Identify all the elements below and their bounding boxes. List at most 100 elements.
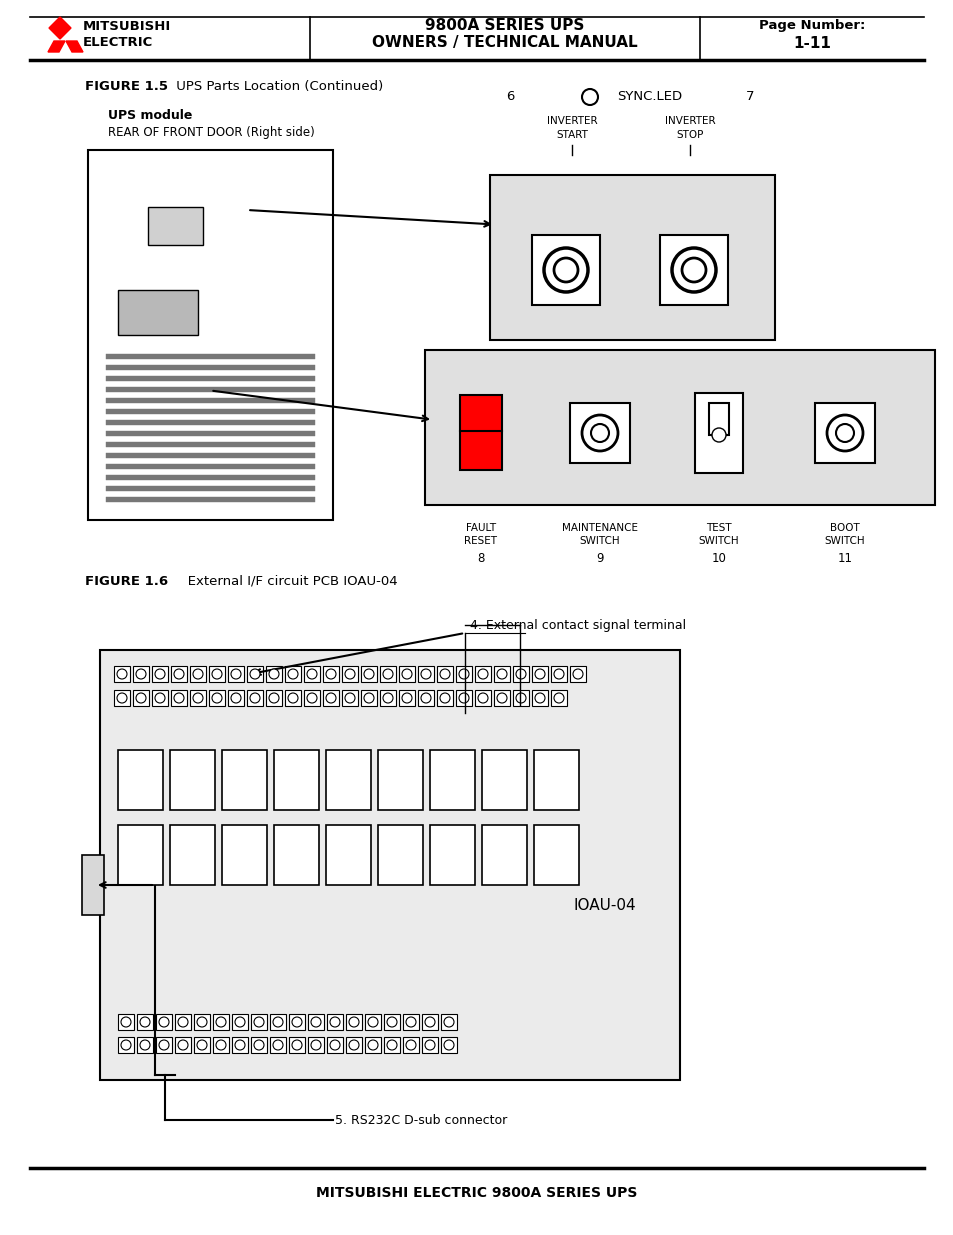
Bar: [440, 1014, 456, 1030]
Bar: [323, 666, 338, 682]
Circle shape: [345, 693, 355, 703]
Circle shape: [401, 669, 412, 679]
Bar: [118, 750, 163, 810]
Circle shape: [581, 89, 598, 105]
Circle shape: [516, 669, 525, 679]
Bar: [695, 393, 742, 473]
Bar: [106, 409, 314, 414]
Bar: [106, 487, 314, 492]
Bar: [402, 1014, 418, 1030]
Circle shape: [443, 1016, 454, 1028]
Bar: [494, 666, 510, 682]
Circle shape: [292, 1016, 302, 1028]
Bar: [251, 1014, 267, 1030]
Bar: [421, 1014, 437, 1030]
Circle shape: [543, 248, 587, 291]
Bar: [346, 1037, 361, 1053]
Circle shape: [535, 693, 544, 703]
Circle shape: [212, 693, 222, 703]
Bar: [213, 1037, 229, 1053]
Bar: [209, 690, 225, 706]
Circle shape: [368, 1040, 377, 1050]
Bar: [106, 354, 314, 359]
Circle shape: [326, 669, 335, 679]
Circle shape: [554, 669, 563, 679]
Bar: [247, 666, 263, 682]
Bar: [513, 690, 529, 706]
Bar: [222, 750, 267, 810]
Bar: [551, 666, 566, 682]
Circle shape: [154, 693, 165, 703]
Bar: [304, 666, 319, 682]
Bar: [532, 235, 599, 305]
Bar: [232, 1014, 248, 1030]
Bar: [118, 290, 198, 335]
Text: 5. RS232C D-sub connector: 5. RS232C D-sub connector: [335, 1114, 507, 1126]
Text: 7: 7: [745, 90, 754, 104]
Bar: [534, 750, 578, 810]
Circle shape: [826, 415, 862, 451]
Bar: [341, 666, 357, 682]
Bar: [402, 1037, 418, 1053]
Bar: [193, 1014, 210, 1030]
Polygon shape: [66, 41, 83, 52]
Circle shape: [458, 693, 469, 703]
Bar: [424, 350, 934, 505]
Bar: [137, 1037, 152, 1053]
Bar: [270, 1037, 286, 1053]
Circle shape: [140, 1016, 150, 1028]
Circle shape: [196, 1040, 207, 1050]
Circle shape: [178, 1040, 188, 1050]
Circle shape: [681, 258, 705, 282]
Text: FIGURE 1.6: FIGURE 1.6: [85, 576, 168, 588]
Text: 1-11: 1-11: [792, 37, 830, 52]
Bar: [118, 1037, 133, 1053]
Bar: [365, 1037, 380, 1053]
Circle shape: [307, 669, 316, 679]
Bar: [228, 666, 244, 682]
Text: UPS Parts Location (Continued): UPS Parts Location (Continued): [172, 80, 383, 93]
Bar: [113, 666, 130, 682]
Circle shape: [288, 669, 297, 679]
Bar: [106, 453, 314, 458]
Circle shape: [364, 693, 374, 703]
Circle shape: [311, 1016, 320, 1028]
Circle shape: [178, 1016, 188, 1028]
Circle shape: [387, 1040, 396, 1050]
Bar: [232, 1037, 248, 1053]
Text: SWITCH: SWITCH: [579, 536, 619, 546]
Bar: [270, 1014, 286, 1030]
Bar: [377, 750, 422, 810]
Circle shape: [439, 693, 450, 703]
Circle shape: [420, 669, 431, 679]
Bar: [132, 666, 149, 682]
Bar: [341, 690, 357, 706]
Bar: [137, 1014, 152, 1030]
Text: SWITCH: SWITCH: [698, 536, 739, 546]
Bar: [569, 403, 629, 463]
Bar: [193, 1037, 210, 1053]
Circle shape: [349, 1040, 358, 1050]
Circle shape: [497, 669, 506, 679]
Bar: [289, 1014, 305, 1030]
Bar: [440, 1037, 456, 1053]
Text: 6: 6: [505, 90, 514, 104]
Bar: [106, 366, 314, 370]
Circle shape: [349, 1016, 358, 1028]
Text: MAINTENANCE: MAINTENANCE: [561, 522, 638, 534]
Bar: [304, 690, 319, 706]
Circle shape: [439, 669, 450, 679]
Circle shape: [424, 1016, 435, 1028]
Circle shape: [292, 1040, 302, 1050]
Bar: [170, 825, 214, 885]
Circle shape: [215, 1040, 226, 1050]
Circle shape: [443, 1040, 454, 1050]
Circle shape: [269, 693, 278, 703]
Bar: [430, 825, 475, 885]
Text: Page Number:: Page Number:: [758, 20, 864, 32]
Circle shape: [835, 424, 853, 442]
Bar: [106, 420, 314, 425]
Circle shape: [516, 693, 525, 703]
Bar: [100, 650, 679, 1079]
Bar: [456, 690, 472, 706]
